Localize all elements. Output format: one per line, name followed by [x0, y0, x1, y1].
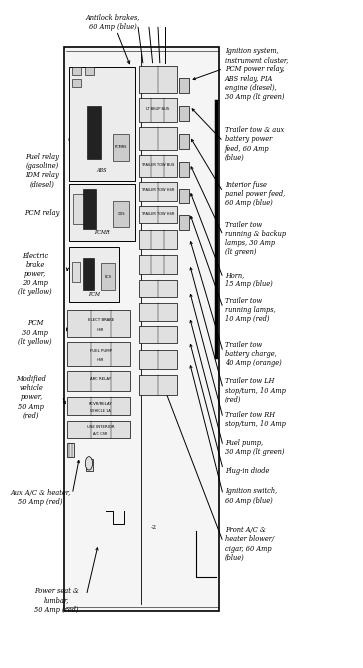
- Bar: [72, 79, 81, 88]
- Text: Antilock brakes,
60 Amp (blue): Antilock brakes, 60 Amp (blue): [86, 13, 140, 31]
- Bar: [85, 67, 94, 75]
- Bar: [86, 459, 93, 471]
- Text: Front A/C &
heater blower/
cigar, 60 Amp
(blue): Front A/C & heater blower/ cigar, 60 Amp…: [225, 526, 274, 562]
- Text: PCMR: PCMR: [94, 230, 110, 235]
- Text: Aux A/C & heater,
50 Amp (red): Aux A/C & heater, 50 Amp (red): [11, 489, 70, 506]
- Text: A/C CSR: A/C CSR: [94, 432, 108, 436]
- Bar: [64, 47, 220, 611]
- Bar: [179, 106, 189, 121]
- Text: ABS: ABS: [97, 168, 107, 173]
- Bar: [83, 258, 94, 290]
- Text: TRAILER TOW HSR: TRAILER TOW HSR: [141, 212, 175, 216]
- Bar: [139, 182, 177, 200]
- Text: Fuel pump,
30 Amp (lt green): Fuel pump, 30 Amp (lt green): [225, 439, 284, 456]
- Bar: [139, 303, 177, 321]
- Bar: [139, 375, 177, 395]
- Bar: [113, 134, 130, 161]
- Bar: [139, 230, 177, 248]
- Text: RCVR/RELAY: RCVR/RELAY: [89, 401, 113, 405]
- Bar: [179, 188, 189, 203]
- Text: Plug-in diode: Plug-in diode: [225, 467, 269, 475]
- Bar: [87, 106, 101, 160]
- Bar: [139, 280, 177, 297]
- Bar: [179, 78, 189, 93]
- Bar: [139, 326, 177, 343]
- Text: Modified
vehicle
power,
50 Amp
(red): Modified vehicle power, 50 Amp (red): [16, 375, 46, 420]
- Bar: [139, 66, 177, 93]
- Text: Ignition system,
instrument cluster,
PCM power relay,
ABS relay, PIA
engine (die: Ignition system, instrument cluster, PCM…: [225, 47, 288, 101]
- Text: FUEL PUMP: FUEL PUMP: [90, 349, 112, 353]
- Circle shape: [85, 457, 93, 470]
- Text: Power seat &
lumbar,
50 Amp (red): Power seat & lumbar, 50 Amp (red): [34, 587, 79, 614]
- Bar: [66, 371, 130, 391]
- Text: Trailer tow
battery charge,
40 Amp (orange): Trailer tow battery charge, 40 Amp (oran…: [225, 341, 282, 367]
- Bar: [72, 67, 81, 75]
- Text: LT BKUP BUS: LT BKUP BUS: [146, 107, 170, 111]
- Bar: [66, 443, 74, 458]
- Text: Trailer tow & aux
battery power
feed, 60 Amp
(blue): Trailer tow & aux battery power feed, 60…: [225, 126, 284, 162]
- Text: CDS: CDS: [117, 212, 125, 216]
- Text: PCM: PCM: [88, 292, 100, 297]
- Bar: [83, 188, 96, 228]
- Bar: [66, 421, 130, 438]
- Text: ARC RELAY: ARC RELAY: [90, 377, 111, 381]
- Bar: [72, 262, 80, 282]
- Bar: [139, 98, 177, 122]
- Bar: [139, 156, 177, 176]
- Bar: [66, 310, 130, 337]
- Text: PCM
30 Amp
(lt yellow): PCM 30 Amp (lt yellow): [18, 319, 52, 346]
- Text: -2: -2: [151, 525, 157, 530]
- Text: Trailer tow
running lamps,
10 Amp (red): Trailer tow running lamps, 10 Amp (red): [225, 297, 276, 323]
- Text: PCM relay: PCM relay: [25, 208, 60, 216]
- Bar: [69, 184, 135, 240]
- Bar: [139, 350, 177, 369]
- Text: HSR: HSR: [97, 358, 105, 362]
- Text: TRAILER TOW BUS: TRAILER TOW BUS: [141, 163, 175, 167]
- Bar: [179, 162, 189, 176]
- Bar: [139, 255, 177, 274]
- Text: ABS relay: ABS relay: [76, 90, 110, 98]
- Bar: [139, 206, 177, 223]
- Text: PCMRS: PCMRS: [115, 146, 127, 150]
- Text: Horn,
15 Amp (blue): Horn, 15 Amp (blue): [225, 271, 273, 288]
- Bar: [179, 134, 189, 149]
- Text: USE INTERIOR: USE INTERIOR: [87, 426, 114, 430]
- Bar: [69, 246, 119, 302]
- Text: ECS: ECS: [105, 275, 111, 279]
- Text: Electric
brake
power,
20 Amp
(lt yellow): Electric brake power, 20 Amp (lt yellow): [18, 252, 52, 297]
- Bar: [73, 194, 89, 224]
- Text: Trailer tow
running & backup
lamps, 30 Amp
(lt green): Trailer tow running & backup lamps, 30 A…: [225, 221, 286, 257]
- Bar: [179, 215, 189, 230]
- Text: HSR: HSR: [97, 328, 105, 332]
- Bar: [113, 200, 130, 227]
- Bar: [139, 128, 177, 150]
- Text: Ignition switch,
60 Amp (blue): Ignition switch, 60 Amp (blue): [225, 488, 277, 504]
- Text: VEHICLE 1A: VEHICLE 1A: [90, 409, 111, 413]
- Bar: [66, 342, 130, 366]
- Text: TRAILER TOW HSR: TRAILER TOW HSR: [141, 188, 175, 192]
- Text: ELECT BRAKE: ELECT BRAKE: [87, 318, 114, 322]
- Text: Fuel relay
(gasoline)
IDM relay
(diesel): Fuel relay (gasoline) IDM relay (diesel): [25, 153, 59, 188]
- Text: Trailer tow LH
stop/turn, 10 Amp
(red): Trailer tow LH stop/turn, 10 Amp (red): [225, 377, 286, 404]
- Bar: [101, 263, 115, 290]
- Text: Trailer tow RH
stop/turn, 10 Amp: Trailer tow RH stop/turn, 10 Amp: [225, 411, 286, 428]
- Bar: [66, 397, 130, 415]
- Text: Interior fuse
panel power feed,
60 Amp (blue): Interior fuse panel power feed, 60 Amp (…: [225, 181, 285, 207]
- Bar: [69, 67, 135, 180]
